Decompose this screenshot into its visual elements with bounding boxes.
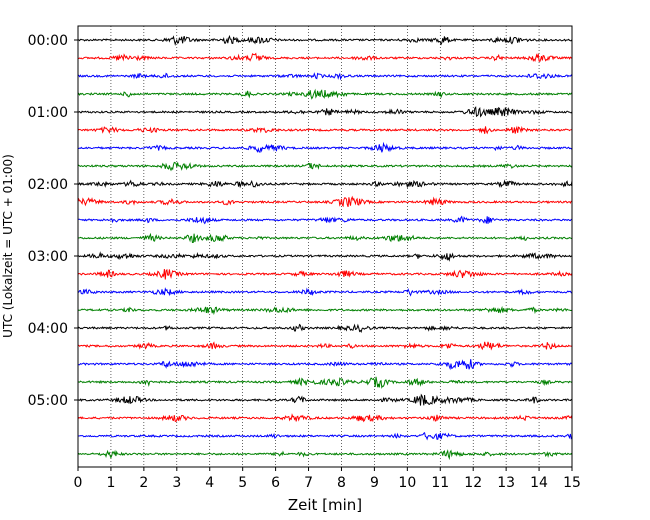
plot-background	[78, 26, 572, 467]
trace-row	[77, 268, 573, 280]
x-tick-label: 1	[106, 475, 115, 491]
trace-row	[77, 141, 573, 153]
x-tick-label: 15	[563, 475, 581, 491]
x-axis-label: Zeit [min]	[288, 496, 362, 514]
trace-row	[77, 431, 573, 441]
plot-frame	[77, 25, 573, 468]
trace-row	[77, 413, 573, 423]
y-tick-label: 05:00	[28, 393, 68, 409]
x-tick-label: 10	[398, 475, 416, 491]
trace-row	[78, 34, 573, 47]
trace-row	[77, 106, 573, 118]
x-tick-label: 7	[304, 475, 313, 491]
x-tick-label: 5	[238, 475, 247, 491]
x-tick-label: 6	[271, 475, 280, 491]
trace-row	[77, 72, 573, 81]
trace-row	[77, 305, 573, 316]
trace-row	[77, 449, 573, 461]
trace-row	[77, 251, 573, 262]
trace-row	[77, 393, 573, 406]
y-tick-label: 00:00	[28, 33, 68, 49]
x-tick-label: 11	[431, 475, 449, 491]
trace-row	[77, 359, 573, 371]
trace-row	[77, 52, 573, 63]
trace-row	[77, 341, 573, 351]
y-tick-label: 03:00	[28, 249, 68, 265]
y-tick-label: 02:00	[28, 177, 68, 193]
trace-row	[77, 376, 573, 389]
trace-row	[77, 179, 573, 189]
x-tick-label: 13	[497, 475, 515, 491]
trace-row	[77, 323, 573, 333]
y-axis-label: UTC (Lokalzeit = UTC + 01:00)	[1, 154, 15, 338]
trace-row	[77, 232, 573, 244]
trace-row	[77, 195, 573, 208]
x-axis-ticks: 0 1 2 3 4 5 6 7 8 9 10 11 12 13 14 15	[74, 467, 581, 491]
trace-row	[77, 287, 573, 297]
y-axis-ticks: 00:00 01:00 02:00 03:00 04:00 05:00	[28, 33, 78, 409]
x-tick-label: 4	[205, 475, 214, 491]
x-tick-label: 14	[530, 475, 548, 491]
y-tick-label: 01:00	[28, 105, 68, 121]
y-tick-label: 04:00	[28, 321, 68, 337]
x-tick-label: 8	[337, 475, 346, 491]
trace-row	[77, 88, 573, 100]
x-tick-label: 9	[370, 475, 379, 491]
trace-row	[77, 161, 573, 172]
seismogram-traces	[77, 34, 573, 461]
trace-row	[77, 215, 573, 225]
x-tick-label: 2	[139, 475, 148, 491]
x-tick-label: 12	[464, 475, 482, 491]
x-tick-label: 3	[172, 475, 181, 491]
trace-row	[77, 125, 573, 135]
x-tick-label: 0	[74, 475, 83, 491]
